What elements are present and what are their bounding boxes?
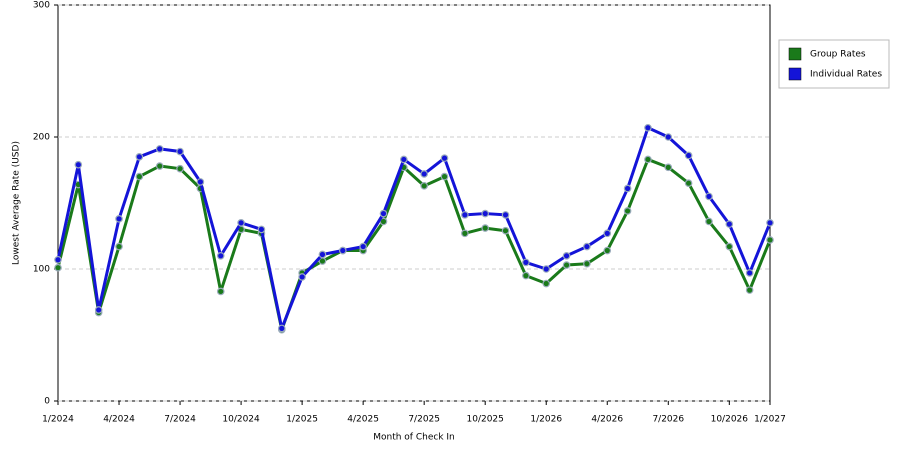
data-point xyxy=(338,246,347,255)
data-point xyxy=(440,172,449,181)
x-tick-label: 10/2024 xyxy=(222,415,260,425)
data-point xyxy=(54,263,62,272)
x-tick-label: 1/2025 xyxy=(286,415,318,425)
y-tick-label: 0 xyxy=(44,397,50,407)
x-tick-label: 1/2027 xyxy=(754,415,786,425)
data-point xyxy=(664,163,673,172)
data-point xyxy=(196,178,205,186)
data-point xyxy=(400,155,408,164)
data-point xyxy=(766,219,774,227)
data-point xyxy=(603,229,612,238)
data-point xyxy=(542,279,551,288)
data-point xyxy=(522,271,530,280)
data-point xyxy=(684,151,693,160)
data-point xyxy=(115,215,123,223)
data-point xyxy=(94,306,103,314)
data-point xyxy=(725,220,734,228)
data-point xyxy=(237,219,245,227)
data-point xyxy=(562,252,571,260)
data-point xyxy=(461,229,469,238)
plot-frame xyxy=(57,4,771,402)
data-point xyxy=(74,160,83,169)
x-tick-label: 1/2024 xyxy=(42,415,74,425)
legend-label: Individual Rates xyxy=(810,70,882,80)
data-point xyxy=(766,236,774,244)
data-point xyxy=(705,192,713,201)
data-point xyxy=(440,154,449,162)
data-point xyxy=(725,242,734,251)
data-point xyxy=(216,252,225,260)
data-point xyxy=(684,179,693,188)
data-point xyxy=(420,182,428,190)
x-tick-label: 4/2026 xyxy=(591,415,623,425)
data-point xyxy=(583,242,591,251)
x-tick-label: 10/2026 xyxy=(711,415,749,425)
data-point xyxy=(135,153,144,161)
data-point xyxy=(644,155,652,164)
x-tick-label: 7/2024 xyxy=(164,415,196,425)
data-point xyxy=(379,209,388,218)
data-point xyxy=(257,225,266,234)
legend-box xyxy=(778,39,890,89)
data-point xyxy=(745,269,754,277)
y-tick-label: 100 xyxy=(33,265,50,275)
data-point xyxy=(318,250,327,259)
data-point xyxy=(623,184,632,193)
x-axis-label: Month of Check In xyxy=(373,433,455,443)
data-point xyxy=(216,287,225,296)
y-axis-label: Lowest Average Rate (USD) xyxy=(12,141,22,265)
data-point xyxy=(481,224,490,232)
data-point xyxy=(603,246,612,255)
data-point xyxy=(176,164,184,173)
data-point xyxy=(522,258,530,267)
data-point xyxy=(461,211,469,219)
data-point xyxy=(298,273,306,281)
data-point xyxy=(176,147,184,156)
x-tick-label: 7/2025 xyxy=(408,415,440,425)
data-point xyxy=(277,324,286,333)
data-point xyxy=(644,123,652,132)
data-point xyxy=(542,265,551,273)
legend-swatch xyxy=(788,67,802,81)
x-tick-label: 1/2026 xyxy=(530,415,562,425)
data-point xyxy=(135,172,144,181)
legend-label: Group Rates xyxy=(810,50,866,60)
data-point xyxy=(115,242,123,251)
x-tick-label: 4/2024 xyxy=(103,415,135,425)
x-tick-label: 4/2025 xyxy=(347,415,379,425)
x-tick-label: 7/2026 xyxy=(652,415,684,425)
data-point xyxy=(501,211,510,219)
data-point xyxy=(583,259,591,268)
data-point xyxy=(481,209,490,218)
data-point xyxy=(705,217,713,226)
data-point xyxy=(562,261,571,269)
data-point xyxy=(664,133,673,141)
legend-swatch xyxy=(788,47,802,61)
data-point xyxy=(155,145,164,153)
y-tick-label: 300 xyxy=(33,1,50,11)
data-point xyxy=(745,286,754,294)
y-tick-label: 200 xyxy=(33,133,50,143)
x-tick-label: 10/2025 xyxy=(467,415,504,425)
data-point xyxy=(54,255,62,264)
data-point xyxy=(501,226,510,235)
data-point xyxy=(420,170,428,178)
data-point xyxy=(359,242,367,251)
data-point xyxy=(155,162,164,170)
data-point xyxy=(623,207,632,215)
